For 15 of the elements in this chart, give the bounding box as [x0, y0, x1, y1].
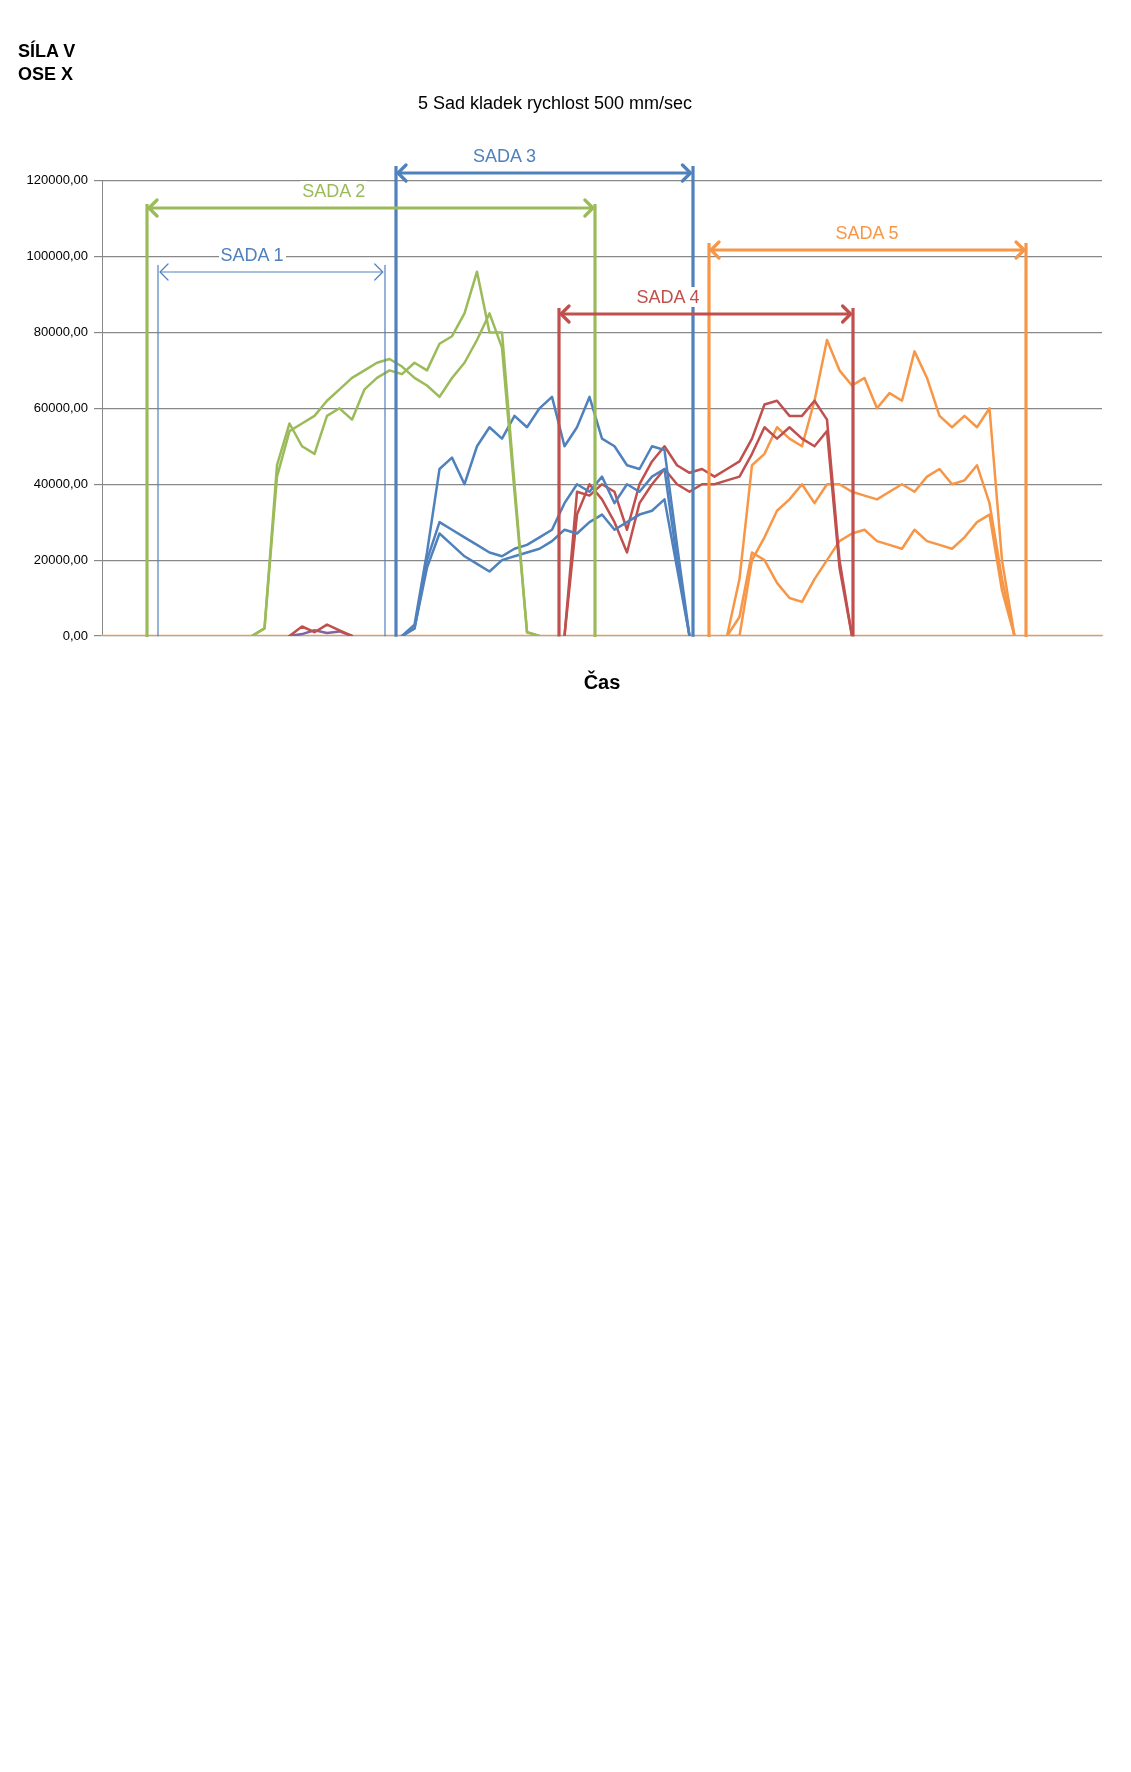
- y-tick-label: 20000,00: [33, 551, 88, 567]
- annotation: SADA 5: [833, 222, 901, 243]
- annotation: SADA 1: [218, 245, 286, 266]
- x-axis-title: Čas: [583, 669, 621, 693]
- y-tick-label: 60000,00: [33, 399, 88, 415]
- chart-title: 5 Sad kladek rychlost 500 mm/sec: [417, 92, 693, 113]
- text: SADA 3: [470, 145, 538, 166]
- y-tick-label: 100000,00: [26, 248, 88, 264]
- y-axis-title: SÍLA V OSE X: [18, 40, 77, 85]
- y-tick-label: 80000,00: [33, 323, 88, 339]
- y-tick-label: 120000,00: [26, 172, 88, 188]
- y-tick-label: 0,00: [62, 627, 88, 643]
- annotation: SADA 4: [634, 286, 702, 307]
- y-tick-label: 40000,00: [33, 475, 88, 491]
- annotation: SADA 2: [300, 181, 368, 202]
